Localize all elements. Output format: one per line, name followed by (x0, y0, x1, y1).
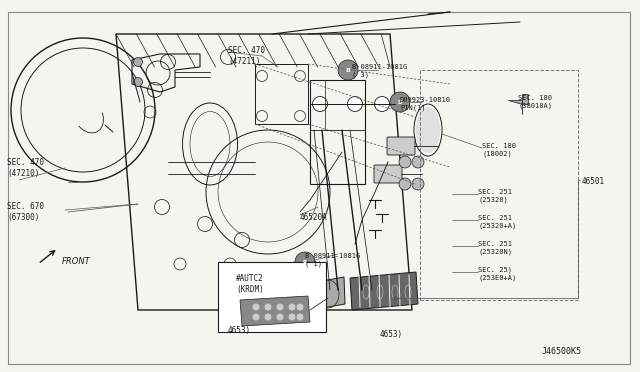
Text: SEC. 251
(25320N): SEC. 251 (25320N) (478, 241, 512, 255)
Circle shape (276, 304, 284, 311)
Circle shape (134, 58, 143, 67)
Circle shape (289, 314, 296, 321)
Circle shape (412, 156, 424, 168)
Circle shape (399, 156, 411, 168)
Text: 46501: 46501 (582, 177, 605, 186)
Circle shape (374, 96, 390, 112)
Circle shape (312, 96, 328, 112)
FancyBboxPatch shape (374, 165, 402, 183)
Bar (218, 262, 326, 332)
Circle shape (264, 314, 271, 321)
Circle shape (264, 304, 271, 311)
Polygon shape (350, 272, 418, 310)
Circle shape (295, 252, 315, 272)
Text: 4653): 4653) (380, 330, 403, 339)
Text: 46520A: 46520A (300, 212, 328, 221)
Text: J46500K5: J46500K5 (542, 347, 582, 356)
Circle shape (289, 304, 296, 311)
Text: SEC. 251
(25320+A): SEC. 251 (25320+A) (478, 215, 516, 229)
Text: B 08911-1081G
( 3): B 08911-1081G ( 3) (352, 64, 407, 78)
Text: D: D (397, 99, 403, 105)
Text: #AUTC2
(KRDM): #AUTC2 (KRDM) (236, 274, 264, 294)
Text: 4653): 4653) (228, 326, 251, 334)
Text: SEC. 180
(18002): SEC. 180 (18002) (482, 143, 516, 157)
Text: SEC. 251
(25320): SEC. 251 (25320) (478, 189, 512, 203)
Polygon shape (508, 94, 528, 104)
Text: B 08911-1081G
( 1): B 08911-1081G ( 1) (305, 253, 360, 267)
Circle shape (253, 314, 259, 321)
Polygon shape (240, 296, 310, 326)
Text: B: B (346, 67, 351, 73)
Polygon shape (311, 277, 345, 310)
Text: SEC. 670
(67300): SEC. 670 (67300) (7, 202, 44, 222)
Circle shape (399, 178, 411, 190)
Text: FRONT: FRONT (62, 257, 91, 266)
Circle shape (390, 92, 410, 112)
Circle shape (253, 304, 259, 311)
Circle shape (348, 96, 362, 112)
Ellipse shape (416, 107, 440, 153)
Circle shape (338, 60, 358, 80)
Text: D09923-10810
PIN(1): D09923-10810 PIN(1) (400, 97, 451, 111)
Circle shape (296, 314, 303, 321)
Circle shape (276, 314, 284, 321)
Circle shape (296, 304, 303, 311)
Text: R: R (303, 260, 307, 264)
FancyBboxPatch shape (387, 137, 415, 155)
Bar (420, 70, 578, 300)
Text: SEC. 180
(38010A): SEC. 180 (38010A) (518, 95, 552, 109)
Circle shape (134, 77, 143, 87)
Text: SEC. 25)
(253E0+A): SEC. 25) (253E0+A) (478, 267, 516, 281)
Text: SEC. 470
(47210): SEC. 470 (47210) (7, 158, 44, 178)
Text: SEC. 470
(47211): SEC. 470 (47211) (228, 46, 265, 66)
Circle shape (412, 178, 424, 190)
